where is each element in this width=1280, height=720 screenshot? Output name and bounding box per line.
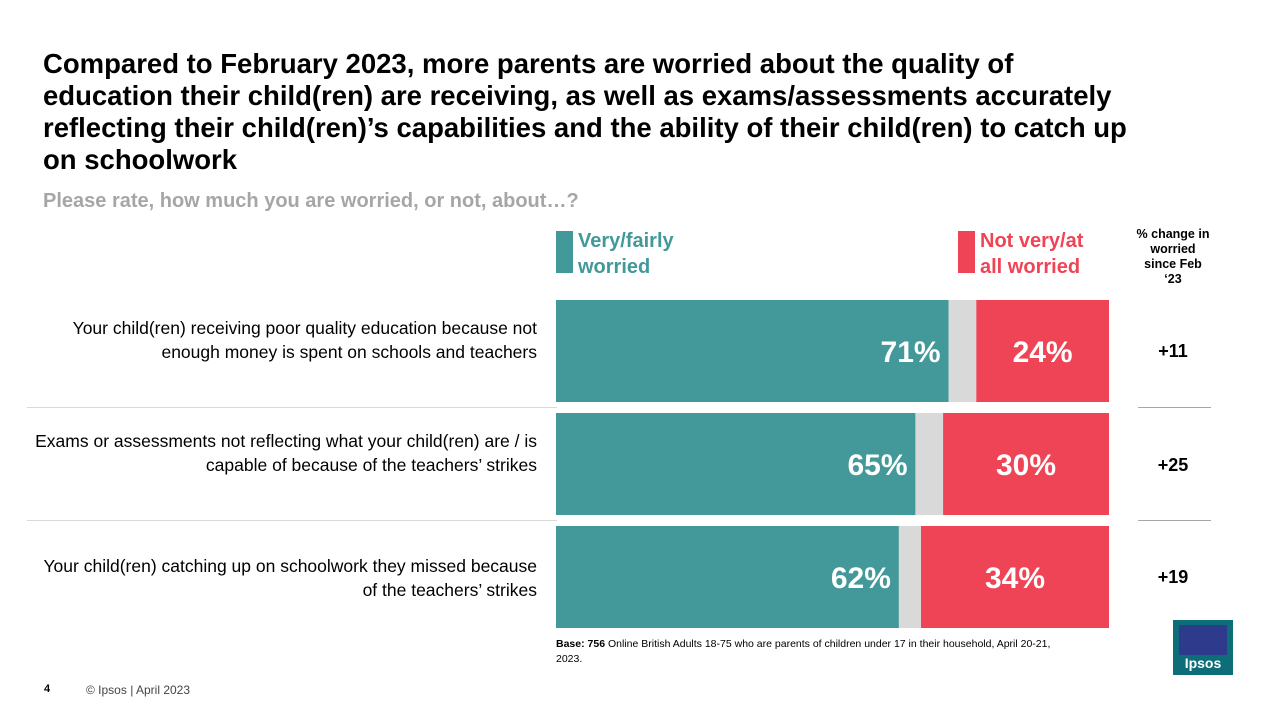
base-note-bold: Base: 756 [556,638,606,650]
legend-swatch-not-worried [958,231,975,273]
data-label-not-worried-1: 24% [1013,336,1073,369]
change-divider [1138,520,1211,521]
change-value-2: +25 [1157,455,1189,475]
data-label-worried-1: 71% [881,336,941,369]
data-label-worried-3: 62% [831,562,891,595]
bar-not-worried-3 [921,526,1109,628]
ipsos-logo: Ipsos [1173,620,1233,675]
copyright: © Ipsos | April 2023 [86,683,191,697]
bar-not-worried-2 [943,413,1109,515]
bar-neutral-2 [915,413,944,515]
change-value-1: +11 [1158,341,1188,361]
data-label-not-worried-3: 34% [985,562,1045,595]
page-number: 4 [44,683,51,695]
bar-worried-2 [556,413,916,515]
base-note: Base: 756 Online British Adults 18-75 wh… [556,637,1076,667]
legend-swatch-worried [556,231,573,273]
data-label-worried-2: 65% [847,449,907,482]
row-label-3: Your child(ren) catching up on schoolwor… [43,556,537,600]
change-divider [1138,407,1211,408]
base-note-text: Online British Adults 18-75 who are pare… [556,638,1051,665]
bar-worried-3 [556,526,899,628]
change-column-header: % change in worried since Feb ‘23 [1136,227,1210,286]
bar-worried-1 [556,300,949,402]
bar-not-worried-1 [976,300,1109,402]
row-label-1: Your child(ren) receiving poor quality e… [72,318,537,362]
bar-neutral-3 [898,526,921,628]
bar-neutral-1 [948,300,977,402]
row-divider [27,407,557,408]
data-label-not-worried-2: 30% [996,449,1056,482]
logo-mark [1179,625,1227,655]
logo-text: Ipsos [1184,655,1222,671]
question-subtitle: Please rate, how much you are worried, o… [43,190,579,212]
change-value-3: +19 [1157,567,1189,587]
row-label-2: Exams or assessments not reflecting what… [35,431,537,475]
page-title: Compared to February 2023, more parents … [43,48,1127,175]
legend-label-worried: Very/fairly worried [578,230,674,278]
row-divider [27,520,557,521]
legend-label-not-worried: Not very/at all worried [980,230,1084,278]
